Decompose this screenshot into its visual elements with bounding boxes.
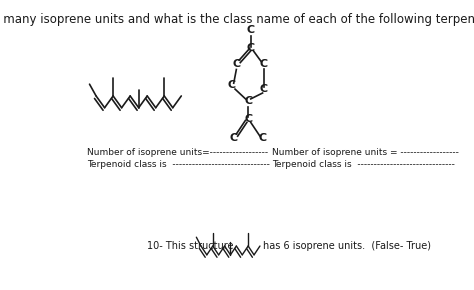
Text: Number of isoprene units = ------------------: Number of isoprene units = -------------… bbox=[272, 148, 459, 157]
Text: C: C bbox=[246, 43, 255, 53]
Text: Terpenoid class is  ------------------------------: Terpenoid class is ---------------------… bbox=[87, 160, 270, 169]
Text: C: C bbox=[244, 113, 252, 124]
Text: C: C bbox=[260, 59, 268, 69]
Text: 10- This structure: 10- This structure bbox=[147, 241, 234, 251]
Text: C: C bbox=[260, 84, 268, 94]
Text: C: C bbox=[246, 25, 255, 35]
Text: Terpenoid class is  ------------------------------: Terpenoid class is ---------------------… bbox=[272, 160, 455, 169]
Text: Number of isoprene units=------------------: Number of isoprene units=---------------… bbox=[87, 148, 268, 157]
Text: How many isoprene units and what is the class name of each of the following terp: How many isoprene units and what is the … bbox=[0, 12, 474, 26]
Text: C: C bbox=[227, 80, 235, 90]
Text: C: C bbox=[258, 133, 266, 143]
Text: C: C bbox=[232, 59, 240, 69]
Text: C: C bbox=[230, 133, 238, 143]
Text: has 6 isoprene units.  (False- True): has 6 isoprene units. (False- True) bbox=[263, 241, 430, 251]
Text: C: C bbox=[244, 96, 252, 106]
